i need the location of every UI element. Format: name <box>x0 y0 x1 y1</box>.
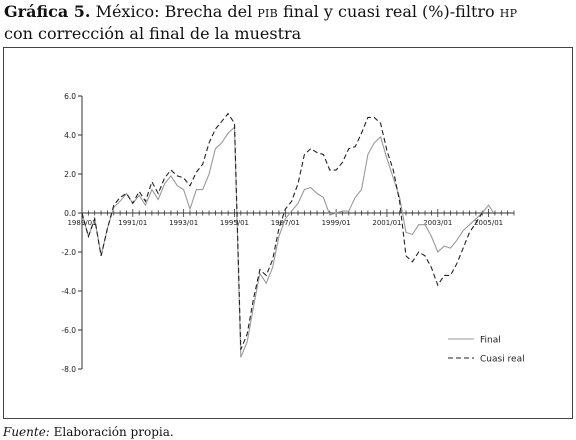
y-tick-label: 0.0 <box>64 209 76 218</box>
y-tick-label: -4.0 <box>61 287 76 296</box>
x-tick-label: 1993/01 <box>169 219 198 227</box>
line-chart: -8.0 -6.0 -4.0 -2.0 0.0 2.0 4.0 6.0 1989/01 1991/… <box>61 92 525 374</box>
y-tick-label: -6.0 <box>61 326 76 335</box>
x-tick-label: 2005/01 <box>474 219 503 227</box>
y-tick-label: 2.0 <box>64 170 76 179</box>
y-tick-label: 6.0 <box>64 92 76 101</box>
series-line-final <box>81 125 496 358</box>
x-tick-label: 1999/01 <box>322 219 351 227</box>
source-label: Fuente: <box>3 425 50 439</box>
source-note: Fuente: Elaboración propia. <box>3 425 174 439</box>
x-tick-label: 1997/01 <box>271 219 300 227</box>
title-part2: final y cuasi real (%)-filtro <box>278 2 500 21</box>
chart-title: Gráfica 5. México: Brecha del PIB final … <box>4 2 572 44</box>
title-hp: HP <box>499 7 518 20</box>
y-tick-label: -2.0 <box>61 248 76 257</box>
x-tick-label: 2003/01 <box>423 219 452 227</box>
x-tick-label: 1991/01 <box>118 219 147 227</box>
source-text: Elaboración propia. <box>49 425 174 439</box>
title-part1: México: Brecha del <box>90 2 258 21</box>
legend-label-final: Final <box>480 336 501 346</box>
title-pib: PIB <box>257 7 279 20</box>
chart-frame: -8.0 -6.0 -4.0 -2.0 0.0 2.0 4.0 6.0 1989/01 1991/… <box>3 47 573 419</box>
y-tick-label: 4.0 <box>64 131 76 140</box>
series-line-cuasi-real <box>81 112 495 350</box>
legend-label-cuasi-real: Cuasi real <box>480 355 525 365</box>
y-tick-label: -8.0 <box>61 365 76 374</box>
x-tick-label: 1995/01 <box>220 219 249 227</box>
x-tick-label: 2001/01 <box>372 219 401 227</box>
x-tick-label: 1989/01 <box>67 219 96 227</box>
title-lead: Gráfica 5. <box>4 2 91 21</box>
title-line2: con corrección al final de la muestra <box>4 24 302 43</box>
